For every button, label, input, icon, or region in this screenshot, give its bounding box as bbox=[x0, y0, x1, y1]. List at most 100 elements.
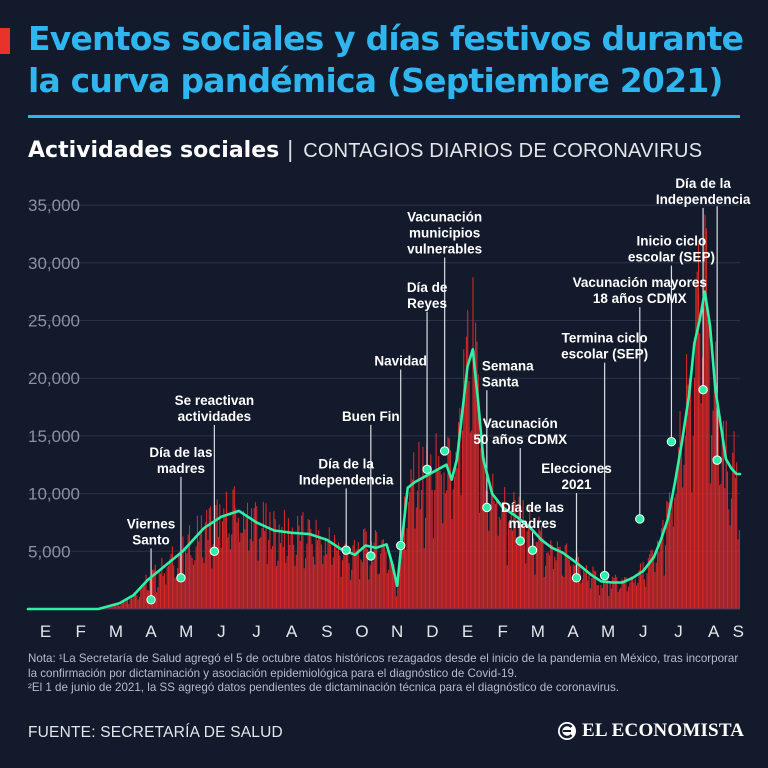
y-tick-label: 20,000 bbox=[28, 369, 80, 388]
daily-bar bbox=[177, 567, 179, 609]
daily-bar bbox=[365, 531, 367, 609]
daily-bar bbox=[401, 548, 403, 609]
event-point bbox=[396, 540, 406, 551]
daily-bar bbox=[200, 515, 202, 609]
daily-bar bbox=[240, 532, 242, 609]
daily-bar bbox=[505, 507, 507, 609]
daily-bar bbox=[225, 491, 227, 609]
daily-bar bbox=[693, 377, 696, 609]
daily-bar bbox=[711, 435, 713, 609]
daily-bar bbox=[409, 491, 411, 609]
daily-bar bbox=[133, 592, 135, 609]
daily-bar bbox=[493, 501, 495, 609]
daily-bar bbox=[141, 585, 143, 609]
daily-bar bbox=[256, 506, 258, 609]
daily-bar bbox=[448, 438, 450, 609]
daily-bar bbox=[276, 565, 278, 609]
daily-bar bbox=[112, 605, 114, 609]
daily-bar bbox=[207, 539, 209, 609]
event-point bbox=[527, 545, 538, 555]
daily-bar bbox=[152, 570, 154, 609]
event-point bbox=[176, 573, 186, 583]
daily-bar bbox=[716, 408, 718, 609]
daily-bar bbox=[570, 565, 572, 609]
daily-bar bbox=[581, 579, 583, 609]
daily-bar bbox=[194, 560, 196, 609]
daily-bar bbox=[310, 528, 312, 609]
daily-bar bbox=[558, 546, 560, 609]
daily-bar bbox=[683, 465, 685, 609]
event-label: escolar (SEP) bbox=[561, 347, 648, 362]
daily-bar bbox=[498, 517, 500, 609]
event-label: madres bbox=[157, 461, 205, 476]
daily-bar bbox=[224, 514, 226, 609]
event-label: actividades bbox=[178, 409, 252, 424]
daily-bar bbox=[129, 598, 131, 609]
event-point bbox=[698, 385, 708, 395]
daily-bar bbox=[243, 510, 245, 609]
daily-bar bbox=[695, 282, 697, 609]
daily-bar bbox=[603, 579, 605, 609]
daily-bar bbox=[223, 508, 225, 609]
daily-bar bbox=[320, 544, 322, 609]
daily-bar bbox=[451, 518, 453, 609]
daily-bar bbox=[330, 544, 332, 609]
daily-bar bbox=[154, 564, 156, 609]
daily-bar bbox=[239, 541, 241, 609]
daily-bar bbox=[684, 435, 686, 609]
daily-bar bbox=[355, 551, 357, 609]
daily-bar bbox=[567, 557, 569, 609]
daily-bar bbox=[389, 554, 391, 609]
daily-bar bbox=[432, 538, 434, 609]
daily-bar bbox=[327, 538, 329, 609]
x-tick-label: A bbox=[145, 622, 157, 641]
daily-bar bbox=[410, 469, 412, 609]
daily-bar bbox=[323, 555, 325, 609]
daily-bar bbox=[319, 536, 321, 609]
daily-bar bbox=[264, 531, 266, 609]
daily-bar bbox=[605, 577, 607, 609]
x-tick-label: M bbox=[531, 622, 545, 641]
brand-logo: EL ECONOMISTA bbox=[556, 720, 744, 742]
x-tick-label: S bbox=[321, 622, 332, 641]
daily-bar bbox=[287, 518, 289, 609]
daily-bar bbox=[351, 569, 353, 609]
daily-bar bbox=[312, 556, 314, 609]
daily-bar bbox=[436, 470, 438, 609]
event-label: Independencia bbox=[299, 472, 394, 487]
daily-bar bbox=[546, 552, 548, 609]
daily-bar bbox=[336, 550, 338, 609]
daily-bar bbox=[666, 500, 668, 609]
daily-bar bbox=[737, 539, 739, 609]
daily-bar bbox=[265, 503, 267, 609]
daily-bar bbox=[245, 515, 247, 609]
daily-bar bbox=[186, 553, 188, 609]
daily-bar bbox=[407, 502, 409, 609]
daily-bar bbox=[392, 565, 394, 609]
daily-bar bbox=[359, 579, 361, 609]
daily-bar bbox=[447, 436, 449, 609]
daily-bar bbox=[165, 584, 167, 609]
daily-bar bbox=[430, 454, 432, 609]
daily-bar bbox=[188, 525, 191, 609]
daily-bar bbox=[398, 574, 400, 609]
daily-bar bbox=[411, 479, 413, 609]
daily-bar bbox=[729, 525, 731, 609]
daily-bar bbox=[372, 561, 374, 609]
chart-subtitle: Actividades sociales | CONTAGIOS DIARIOS D… bbox=[28, 136, 702, 163]
daily-bar bbox=[308, 519, 311, 609]
daily-bar bbox=[533, 538, 535, 609]
daily-bar bbox=[182, 536, 184, 609]
daily-bar bbox=[705, 228, 707, 609]
x-tick-label: J bbox=[674, 622, 683, 641]
daily-bar bbox=[519, 511, 521, 609]
daily-bar bbox=[217, 537, 220, 609]
daily-bar bbox=[128, 603, 130, 609]
event-point bbox=[482, 502, 492, 513]
event-point bbox=[666, 436, 677, 447]
daily-bar bbox=[366, 549, 369, 609]
daily-bar bbox=[235, 508, 237, 609]
daily-bar bbox=[324, 537, 326, 609]
daily-bar bbox=[465, 336, 467, 609]
daily-bar bbox=[138, 596, 140, 609]
